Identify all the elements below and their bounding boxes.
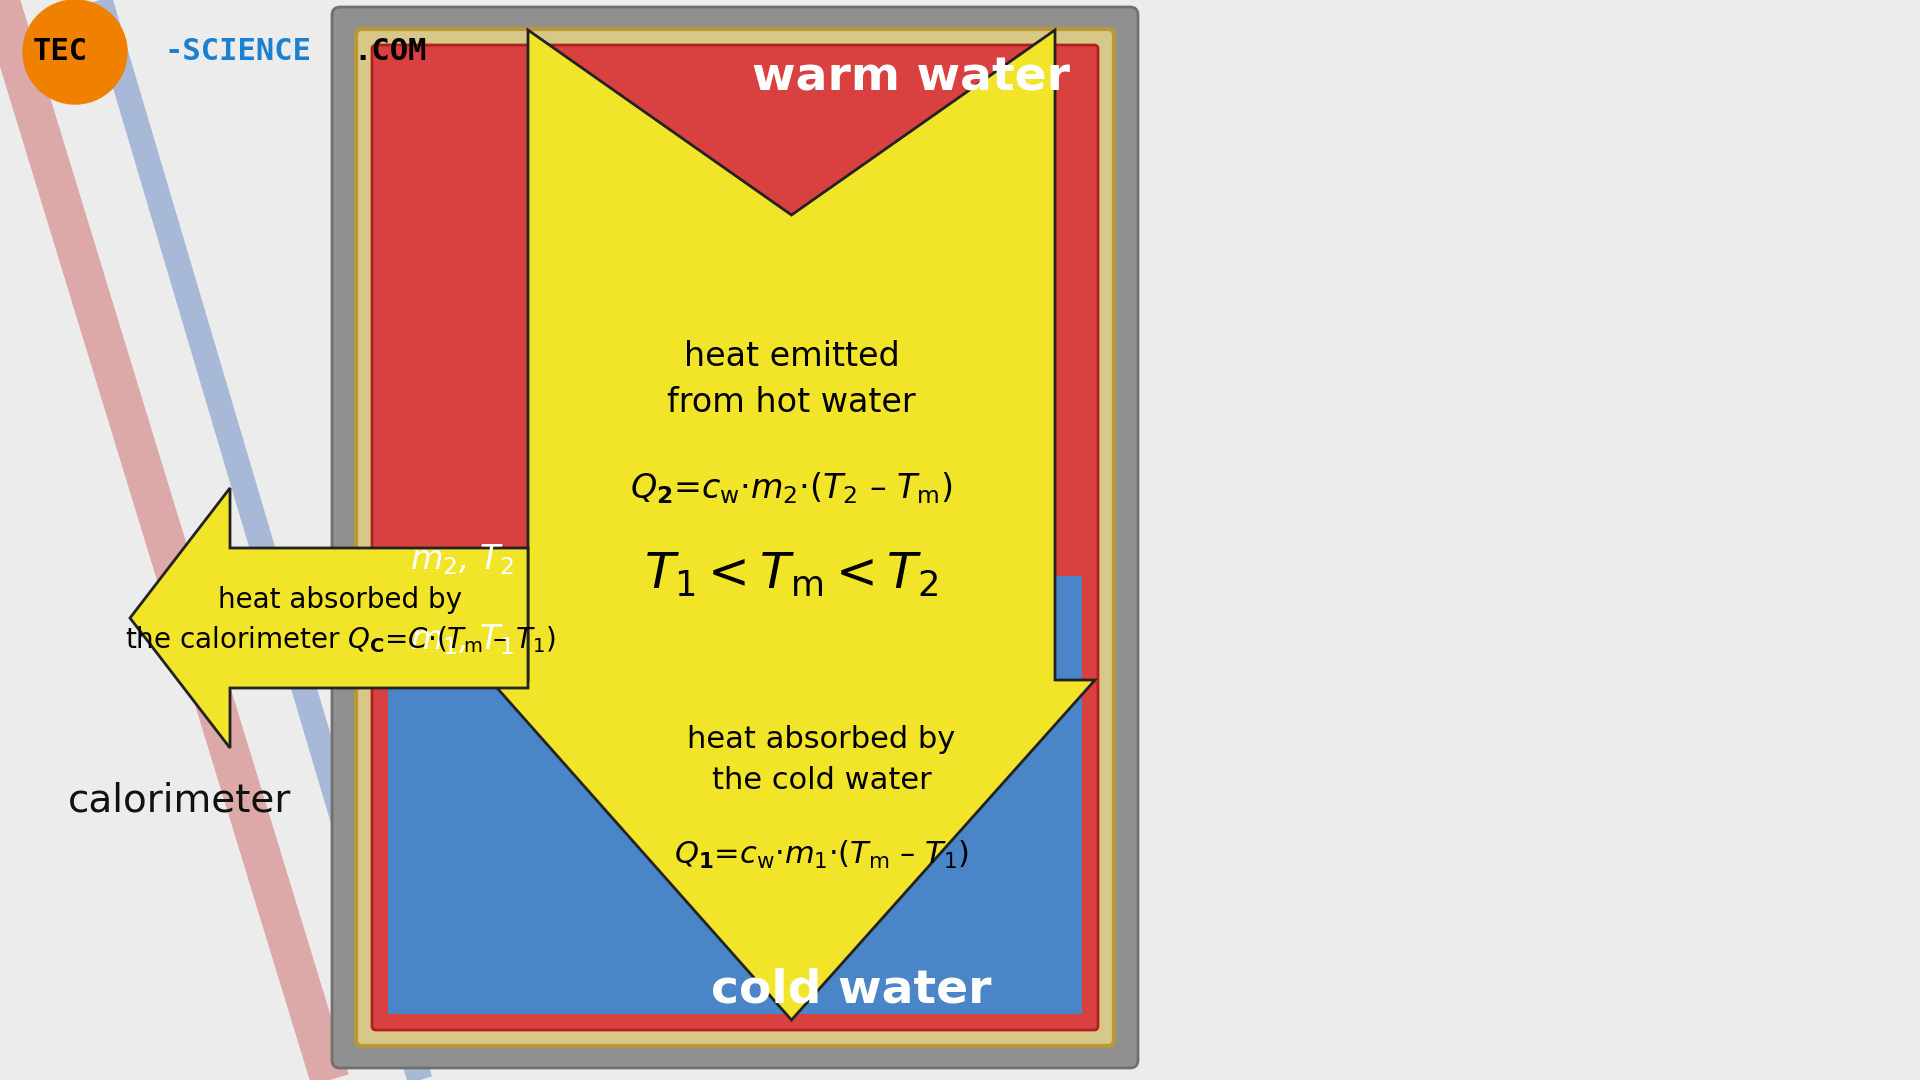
Text: TEC: TEC: [33, 38, 88, 67]
Text: heat absorbed by
the cold water: heat absorbed by the cold water: [687, 726, 956, 795]
Text: -SCIENCE: -SCIENCE: [165, 38, 311, 67]
Bar: [388, 576, 1083, 1014]
FancyBboxPatch shape: [332, 6, 1139, 1068]
Text: $\mathit{T}_1 < \mathit{T}_\mathrm{m} < \mathit{T}_2$: $\mathit{T}_1 < \mathit{T}_\mathrm{m} < …: [645, 551, 939, 599]
Text: heat emitted
from hot water: heat emitted from hot water: [666, 340, 916, 419]
Bar: [388, 60, 1083, 576]
Text: the calorimeter $\mathbf{\mathit{Q}_C}$=$C$·($T_\mathrm{m}$ – $T_1$): the calorimeter $\mathbf{\mathit{Q}_C}$=…: [125, 624, 555, 656]
Text: cold water: cold water: [710, 968, 993, 1013]
Circle shape: [23, 0, 127, 104]
FancyBboxPatch shape: [372, 45, 1098, 1030]
Text: warm water: warm water: [753, 55, 1071, 100]
FancyBboxPatch shape: [355, 29, 1114, 1047]
Text: heat absorbed by: heat absorbed by: [219, 586, 463, 615]
Polygon shape: [131, 488, 528, 748]
Polygon shape: [490, 30, 1094, 1020]
Text: $\mathbf{\mathit{Q}_2}$=$c_\mathrm{w}$·$m_2$·($T_2$ – $T_\mathrm{m}$): $\mathbf{\mathit{Q}_2}$=$c_\mathrm{w}$·$…: [630, 470, 952, 505]
Text: $\mathbf{\mathit{Q}_1}$=$c_\mathrm{w}$·$m_1$·($T_\mathrm{m}$ – $T_1$): $\mathbf{\mathit{Q}_1}$=$c_\mathrm{w}$·$…: [674, 839, 970, 872]
Text: $\mathit{m}_2$, $\mathit{T}_2$: $\mathit{m}_2$, $\mathit{T}_2$: [409, 542, 515, 578]
Text: $\mathit{m}_1$, $\mathit{T}_1$: $\mathit{m}_1$, $\mathit{T}_1$: [409, 623, 515, 658]
Text: .COM: .COM: [353, 38, 426, 67]
Text: calorimeter: calorimeter: [69, 781, 292, 819]
